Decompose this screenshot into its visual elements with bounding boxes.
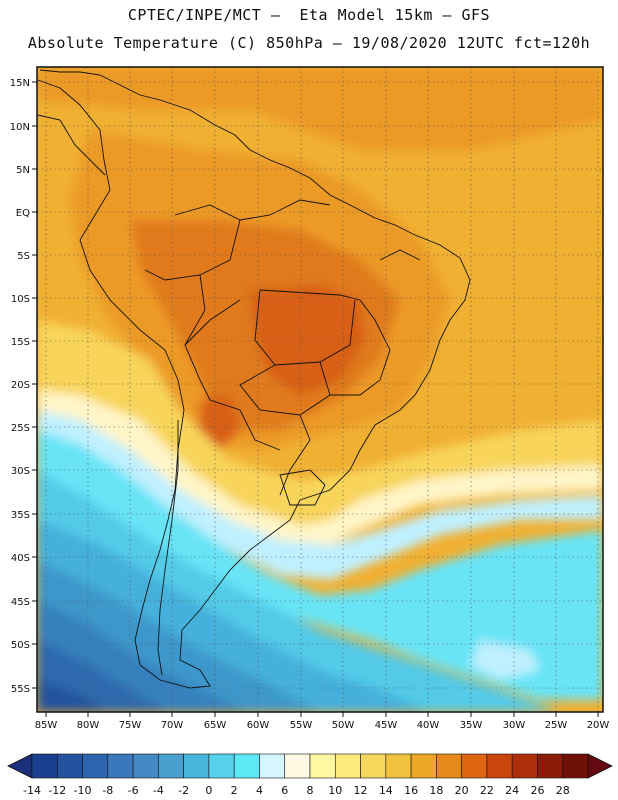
central-america [37, 114, 106, 176]
colorbar-label: 10 [328, 784, 342, 797]
colorbar-swatch [385, 753, 412, 779]
axis-ticks [32, 81, 599, 717]
colorbar-label: 20 [455, 784, 469, 797]
lon-label: 40W [417, 720, 440, 731]
colorbar-high-arrow [587, 753, 613, 779]
colorbar-label: -14 [23, 784, 41, 797]
lon-label: 30W [503, 720, 526, 731]
colorbar-swatch [259, 753, 286, 779]
colorbar-swatch [436, 753, 462, 779]
lat-label: 10N [10, 122, 30, 133]
field-hot-south [200, 395, 240, 450]
states-border [184, 249, 421, 496]
lon-label: 65W [204, 720, 227, 731]
colorbar-label: 14 [379, 784, 393, 797]
lon-label: 45W [375, 720, 398, 731]
lat-label: 25S [11, 423, 30, 434]
colorbar-label: 22 [480, 784, 494, 797]
lon-label: 60W [247, 720, 270, 731]
lat-labels: 15N 10N 5N EQ 5S 10S 15S 20S 25S 30S 35S… [10, 78, 30, 695]
colorbar-swatch [562, 753, 589, 779]
field-hot-core [250, 285, 365, 395]
lat-label: EQ [16, 208, 30, 219]
lat-label: 20S [11, 380, 30, 391]
colorbar-label: -4 [153, 784, 164, 797]
colorbar-label: 8 [307, 784, 314, 797]
colorbar-swatch [360, 753, 387, 779]
colorbar-label: 2 [231, 784, 238, 797]
temperature-field [37, 67, 603, 712]
colorbar-label: -10 [74, 784, 92, 797]
colorbar-swatch [208, 753, 235, 779]
colorbar-swatch [309, 753, 336, 779]
colorbar-label: 4 [256, 784, 263, 797]
lat-label: 15N [10, 78, 30, 89]
lat-label: 40S [11, 553, 30, 564]
lat-label: 45S [11, 597, 30, 608]
lat-label: 10S [11, 294, 30, 305]
colorbar-swatch [410, 753, 437, 779]
lon-label: 80W [77, 720, 100, 731]
lon-label: 70W [161, 720, 184, 731]
lon-label: 50W [332, 720, 355, 731]
lat-label: 50S [11, 640, 30, 651]
field-band-4 [37, 430, 603, 700]
colorbar-label: 12 [354, 784, 368, 797]
colorbar-label: -8 [102, 784, 113, 797]
colorbar-swatches [31, 753, 589, 779]
lat-label: 5S [17, 251, 30, 262]
colorbar-low-arrow [7, 753, 33, 779]
colorbar-label: 24 [505, 784, 519, 797]
map-title-line1: CPTEC/INPE/MCT – Eta Model 15km – GFS [127, 6, 491, 24]
colorbar-label: 16 [404, 784, 418, 797]
lat-label: 35S [11, 510, 30, 521]
colorbar-swatch [511, 753, 538, 779]
lon-label: 25W [545, 720, 568, 731]
lon-label: 35W [460, 720, 483, 731]
colorbar-swatch [334, 753, 361, 779]
lat-label: 15S [11, 337, 30, 348]
colorbar-swatch [233, 753, 260, 779]
colorbar-label: -12 [48, 784, 66, 797]
brazil-border [144, 199, 331, 451]
uruguay-border [279, 469, 326, 506]
lon-label: 20W [587, 720, 610, 731]
field-south-atlantic-light [470, 640, 540, 680]
lat-label: 55S [11, 684, 30, 695]
colorbar-label: 6 [281, 784, 288, 797]
colorbar-swatch [284, 753, 311, 779]
lat-label: 30S [11, 466, 30, 477]
lon-label: 75W [119, 720, 142, 731]
colorbar-swatch [82, 753, 109, 779]
colorbar-swatch [486, 753, 513, 779]
colorbar-swatch [56, 753, 83, 779]
colorbar-label: 0 [205, 784, 212, 797]
lon-label: 85W [35, 720, 58, 731]
lat-label: 5N [16, 165, 30, 176]
colorbar-label: -2 [178, 784, 189, 797]
colorbar-label: 18 [429, 784, 443, 797]
map-title-line2: Absolute Temperature (C) 850hPa – 19/08/… [27, 34, 591, 52]
continent-outline [37, 69, 471, 689]
colorbar-swatch [132, 753, 159, 779]
field-top-orange [37, 67, 603, 150]
map-frame [36, 66, 604, 713]
lon-label: 55W [290, 720, 313, 731]
colorbar-label: 26 [530, 784, 544, 797]
colorbar-swatch [107, 753, 134, 779]
colorbar-label: 28 [556, 784, 570, 797]
lon-labels: 85W 80W 75W 70W 65W 60W 55W 50W 45W 40W … [35, 720, 610, 731]
colorbar-label: -6 [128, 784, 139, 797]
colorbar-labels: -14 -12 -10 -8 -6 -4 -2 0 2 4 6 8 10 12 14 16 18 20 22 24 26… [23, 784, 570, 797]
colorbar-swatch [537, 753, 564, 779]
colorbar-swatch [461, 753, 488, 779]
colorbar: -14 -12 -10 -8 -6 -4 -2 0 2 4 6 8 10 12 14 16 18 20 22 24 26… [7, 753, 613, 797]
colorbar-swatch [183, 753, 210, 779]
colorbar-swatch [31, 753, 58, 779]
colorbar-swatch [158, 753, 184, 779]
